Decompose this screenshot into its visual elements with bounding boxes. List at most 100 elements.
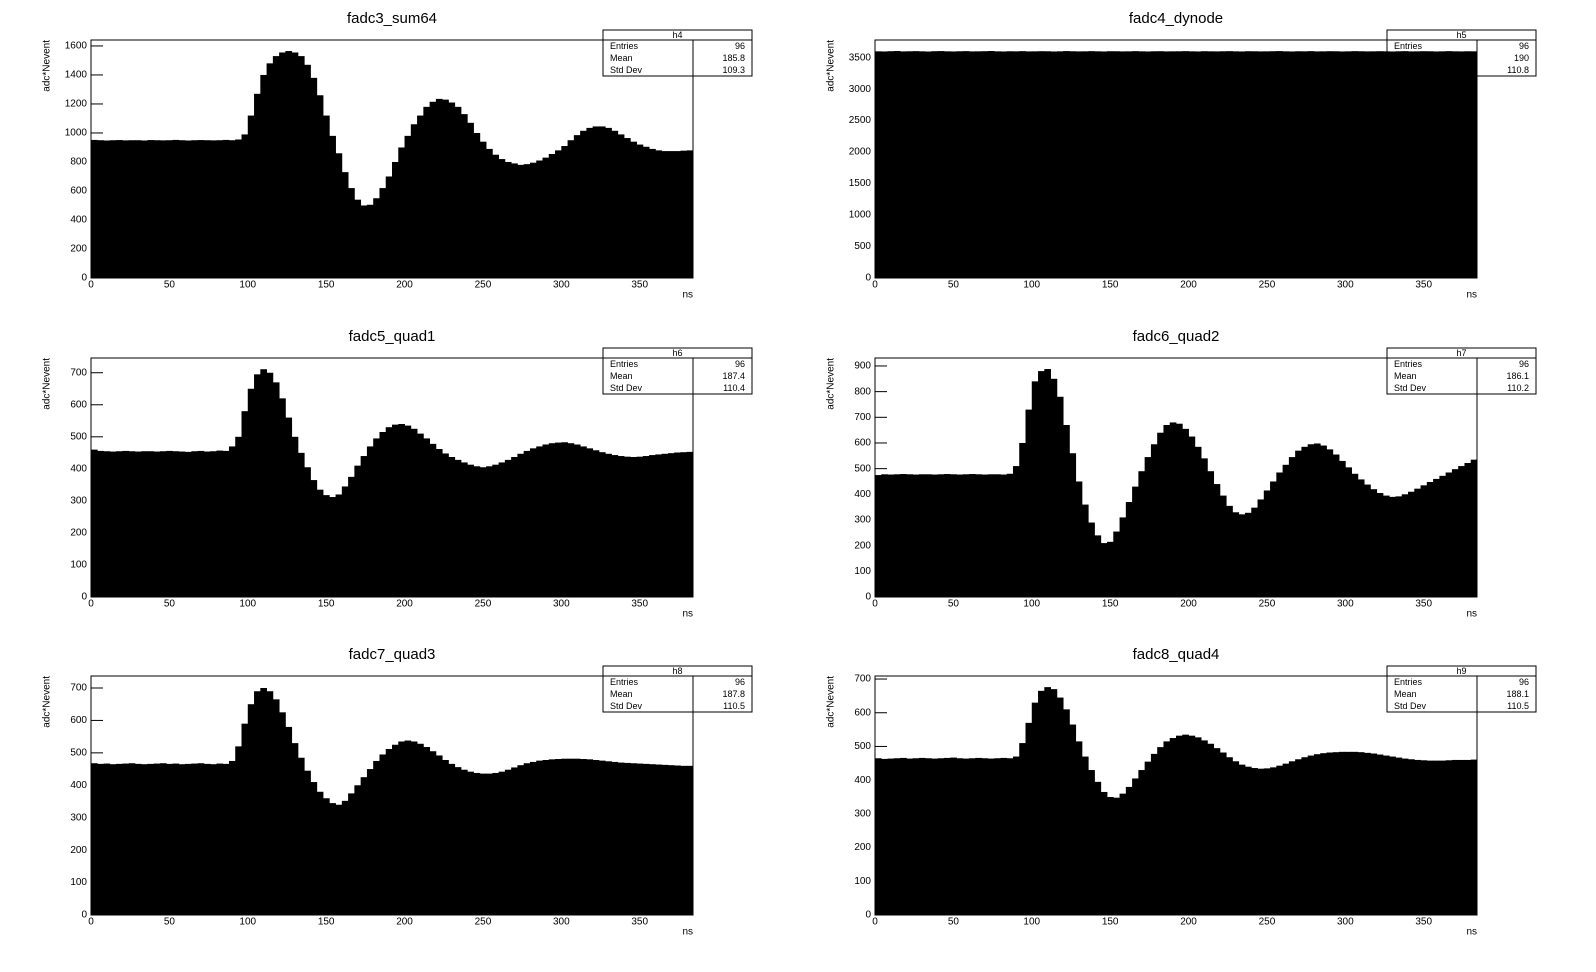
histogram-bar (661, 453, 669, 597)
histogram-bar (297, 452, 305, 597)
stats-label: Mean (1394, 689, 1417, 699)
histogram-bar (686, 451, 694, 597)
histogram-bar (661, 151, 669, 278)
histogram-bar (943, 757, 951, 915)
histogram-bar (1251, 51, 1258, 278)
histogram-bar (1376, 51, 1384, 278)
histogram-bar (97, 450, 104, 597)
x-tick-label: 300 (553, 599, 570, 610)
histogram-bar (1100, 51, 1108, 278)
histogram-bar (649, 764, 656, 915)
histogram-bar (479, 773, 487, 915)
histogram-bar (561, 442, 568, 597)
histogram-bar (680, 765, 688, 915)
histogram-bar (1207, 471, 1215, 597)
histogram-bar (134, 763, 142, 915)
histogram-bar (260, 687, 267, 915)
histogram-bar (354, 465, 362, 597)
histogram-bar (498, 771, 506, 915)
x-tick-label: 50 (164, 280, 176, 291)
histogram-bar (134, 451, 142, 597)
histogram-bar (404, 135, 412, 278)
histogram-bar (103, 451, 111, 597)
histogram-bar (1056, 396, 1064, 597)
x-tick-label: 150 (318, 917, 335, 928)
histogram-bar (1232, 51, 1240, 279)
histogram-bar (109, 140, 117, 278)
histogram-bar (216, 450, 224, 597)
histogram-bar (674, 452, 681, 597)
y-tick-label: 1200 (65, 99, 88, 110)
histogram-bar (994, 758, 1001, 915)
histogram-bar (517, 453, 525, 597)
histogram-bar (686, 150, 694, 278)
histogram-bar (592, 126, 600, 278)
y-tick-label: 200 (854, 540, 871, 551)
histogram-bar (1006, 473, 1014, 597)
stats-box: h9 Entries 96 Mean 188.1 Std Dev 110.5 (1386, 665, 1537, 713)
histogram-bar (354, 785, 362, 915)
histogram-bar (900, 51, 907, 278)
stats-value: 96 (735, 41, 745, 51)
histogram-bar (969, 474, 976, 597)
histogram-bar (398, 741, 405, 915)
stats-value: 96 (1519, 359, 1529, 369)
histogram-bar (241, 723, 249, 915)
histogram-bar (630, 456, 637, 597)
histogram-bar (373, 198, 380, 278)
histogram-bar (235, 436, 242, 597)
histogram-bar (448, 456, 456, 597)
stats-label: Mean (610, 53, 633, 63)
y-tick-label: 700 (70, 367, 87, 378)
stats-label: Entries (610, 41, 639, 51)
histogram-bar (153, 140, 161, 278)
histogram-bar (316, 95, 324, 278)
histogram-bar (1451, 51, 1459, 279)
histogram-bar (1031, 381, 1039, 597)
stats-name: h7 (1456, 348, 1466, 358)
histogram-bar (1414, 51, 1421, 279)
histogram-bar (134, 140, 142, 278)
histogram-bar (1119, 793, 1127, 915)
stats-box: h5 Entries 96 Mean 190 Std Dev 110.8 (1386, 29, 1537, 77)
histogram-bar (900, 757, 907, 915)
histogram-bar (473, 132, 481, 278)
histogram-bar (91, 139, 98, 278)
histogram-bar (1194, 737, 1202, 915)
histogram-bar (467, 122, 474, 278)
histogram-bar (1382, 755, 1390, 915)
histogram-bar (1176, 423, 1183, 597)
stats-value: 110.5 (1507, 701, 1529, 711)
x-tick-label: 200 (1180, 599, 1197, 610)
histogram-bar (128, 140, 136, 278)
histogram-bar (1295, 759, 1302, 915)
histogram-bar (272, 382, 280, 597)
histogram-bar (1226, 757, 1233, 915)
y-tick-label: 300 (70, 812, 87, 823)
histogram-bar (360, 777, 368, 915)
histogram-bar (454, 767, 462, 915)
histogram-bar (642, 763, 650, 915)
y-tick-label: 600 (854, 707, 871, 718)
histogram-bar (1238, 764, 1246, 915)
histogram-bar (1019, 743, 1026, 915)
histogram-bar (178, 764, 186, 915)
histogram-bar (1056, 51, 1064, 279)
histogram-bar (1332, 752, 1340, 915)
histogram-bar (222, 139, 230, 278)
histogram-bar (1251, 768, 1258, 915)
histogram-bar (429, 443, 437, 597)
histogram-bar (316, 489, 324, 597)
y-tick-label: 400 (70, 463, 87, 474)
y-tick-label: 500 (854, 741, 871, 752)
histogram-bar (925, 758, 932, 915)
histogram-bar (1019, 442, 1026, 597)
histogram-bar (987, 758, 995, 915)
y-tick-label: 100 (70, 560, 87, 571)
x-tick-label: 0 (872, 280, 878, 291)
histogram-bar (680, 150, 688, 278)
histogram-bar (1006, 51, 1014, 278)
stats-frame (1386, 347, 1537, 395)
histogram-bar (335, 494, 343, 597)
stats-name: h4 (672, 30, 682, 40)
